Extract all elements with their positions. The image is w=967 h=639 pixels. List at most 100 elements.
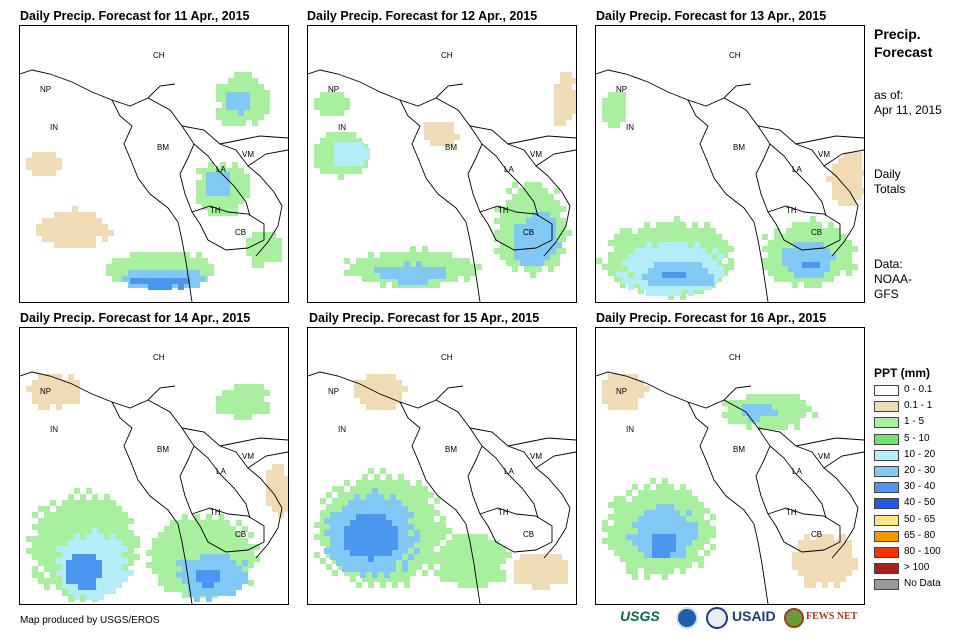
precip-cell xyxy=(810,222,816,228)
precip-cell xyxy=(602,98,608,104)
precip-cell xyxy=(44,536,50,542)
precip-cell xyxy=(804,582,810,588)
precip-cell xyxy=(236,520,242,526)
precip-cell xyxy=(428,558,434,564)
precip-cell xyxy=(50,572,56,578)
country-border xyxy=(435,399,483,515)
precip-cell xyxy=(488,564,494,570)
precip-cell xyxy=(330,518,336,524)
precip-cell xyxy=(142,264,148,270)
precip-cell xyxy=(500,546,506,552)
precip-cell xyxy=(350,570,356,576)
legend-swatch xyxy=(874,417,899,429)
precip-cell xyxy=(402,530,408,536)
precip-cell xyxy=(818,266,824,272)
precip-cell xyxy=(852,264,858,270)
precip-cell xyxy=(656,556,662,562)
precip-cell xyxy=(632,540,638,546)
precip-cell xyxy=(644,510,650,516)
precip-cell xyxy=(128,518,134,524)
precip-cell xyxy=(520,254,526,260)
precip-cell xyxy=(838,200,844,206)
precip-cell xyxy=(128,560,134,566)
precip-cell xyxy=(520,572,526,578)
precip-cell xyxy=(208,264,214,270)
precip-cell xyxy=(656,516,662,522)
precip-cell xyxy=(700,284,706,290)
precip-cell xyxy=(182,544,188,550)
precip-cell xyxy=(680,234,686,240)
precip-cell xyxy=(190,264,196,270)
precip-cell xyxy=(526,578,532,584)
precip-cell xyxy=(686,228,692,234)
precip-cell xyxy=(320,162,326,168)
precip-cell xyxy=(98,530,104,536)
precip-cell xyxy=(368,526,374,532)
precip-cell xyxy=(402,518,408,524)
precip-cell xyxy=(702,274,708,280)
precip-cell xyxy=(378,566,384,572)
precip-cell xyxy=(50,164,56,170)
precip-cell xyxy=(326,552,332,558)
precip-cell xyxy=(68,524,74,530)
precip-cell xyxy=(368,270,374,276)
precip-cell xyxy=(668,496,674,502)
precip-cell xyxy=(440,528,446,534)
precip-cell xyxy=(688,290,694,296)
precip-cell xyxy=(378,386,384,392)
precip-cell xyxy=(314,534,320,540)
precip-cell xyxy=(252,78,258,84)
precip-cell xyxy=(384,506,390,512)
precip-cell xyxy=(128,536,134,542)
country-label-la: LA xyxy=(792,165,802,174)
precip-cell xyxy=(354,560,360,566)
precip-cell xyxy=(50,536,56,542)
precip-cell xyxy=(446,546,452,552)
precip-cell xyxy=(816,570,822,576)
precip-cell xyxy=(668,516,674,522)
precip-cell xyxy=(236,578,242,584)
precip-cell xyxy=(514,242,520,248)
precip-cell xyxy=(620,92,626,98)
precip-cell xyxy=(602,264,608,270)
precip-cell xyxy=(722,252,728,258)
precip-cell xyxy=(650,496,656,502)
precip-cell xyxy=(532,242,538,248)
precip-cell xyxy=(788,254,794,260)
precip-cell xyxy=(692,528,698,534)
precip-cell xyxy=(828,234,834,240)
precip-cell xyxy=(688,254,694,260)
precip-cell xyxy=(826,176,832,182)
precip-cell xyxy=(392,267,398,273)
precip-cell xyxy=(734,406,740,412)
precip-cell xyxy=(694,254,700,260)
precip-cell xyxy=(362,526,368,532)
precip-cell xyxy=(632,534,638,540)
precip-cell xyxy=(208,162,214,168)
precip-cell xyxy=(350,138,356,144)
precip-cell xyxy=(828,546,834,552)
precip-cell xyxy=(840,246,846,252)
precip-cell xyxy=(602,520,608,526)
precip-cell xyxy=(614,246,620,252)
precip-cell xyxy=(632,568,638,574)
precip-cell xyxy=(410,246,416,252)
precip-cell xyxy=(272,494,278,500)
precip-cell xyxy=(688,284,694,290)
precip-cell xyxy=(152,538,158,544)
precip-cell xyxy=(674,272,680,278)
precip-cell xyxy=(72,560,78,566)
precip-cell xyxy=(366,374,372,380)
precip-cell xyxy=(146,550,152,556)
precip-cell xyxy=(332,486,338,492)
precip-cell xyxy=(698,532,704,538)
precip-cell xyxy=(32,152,38,158)
precip-cell xyxy=(614,110,620,116)
precip-cell xyxy=(324,518,330,524)
precip-cell xyxy=(348,566,354,572)
precip-cell xyxy=(336,554,342,560)
precip-cell xyxy=(654,262,660,268)
precip-cell xyxy=(614,380,620,386)
precip-cell xyxy=(222,396,228,402)
